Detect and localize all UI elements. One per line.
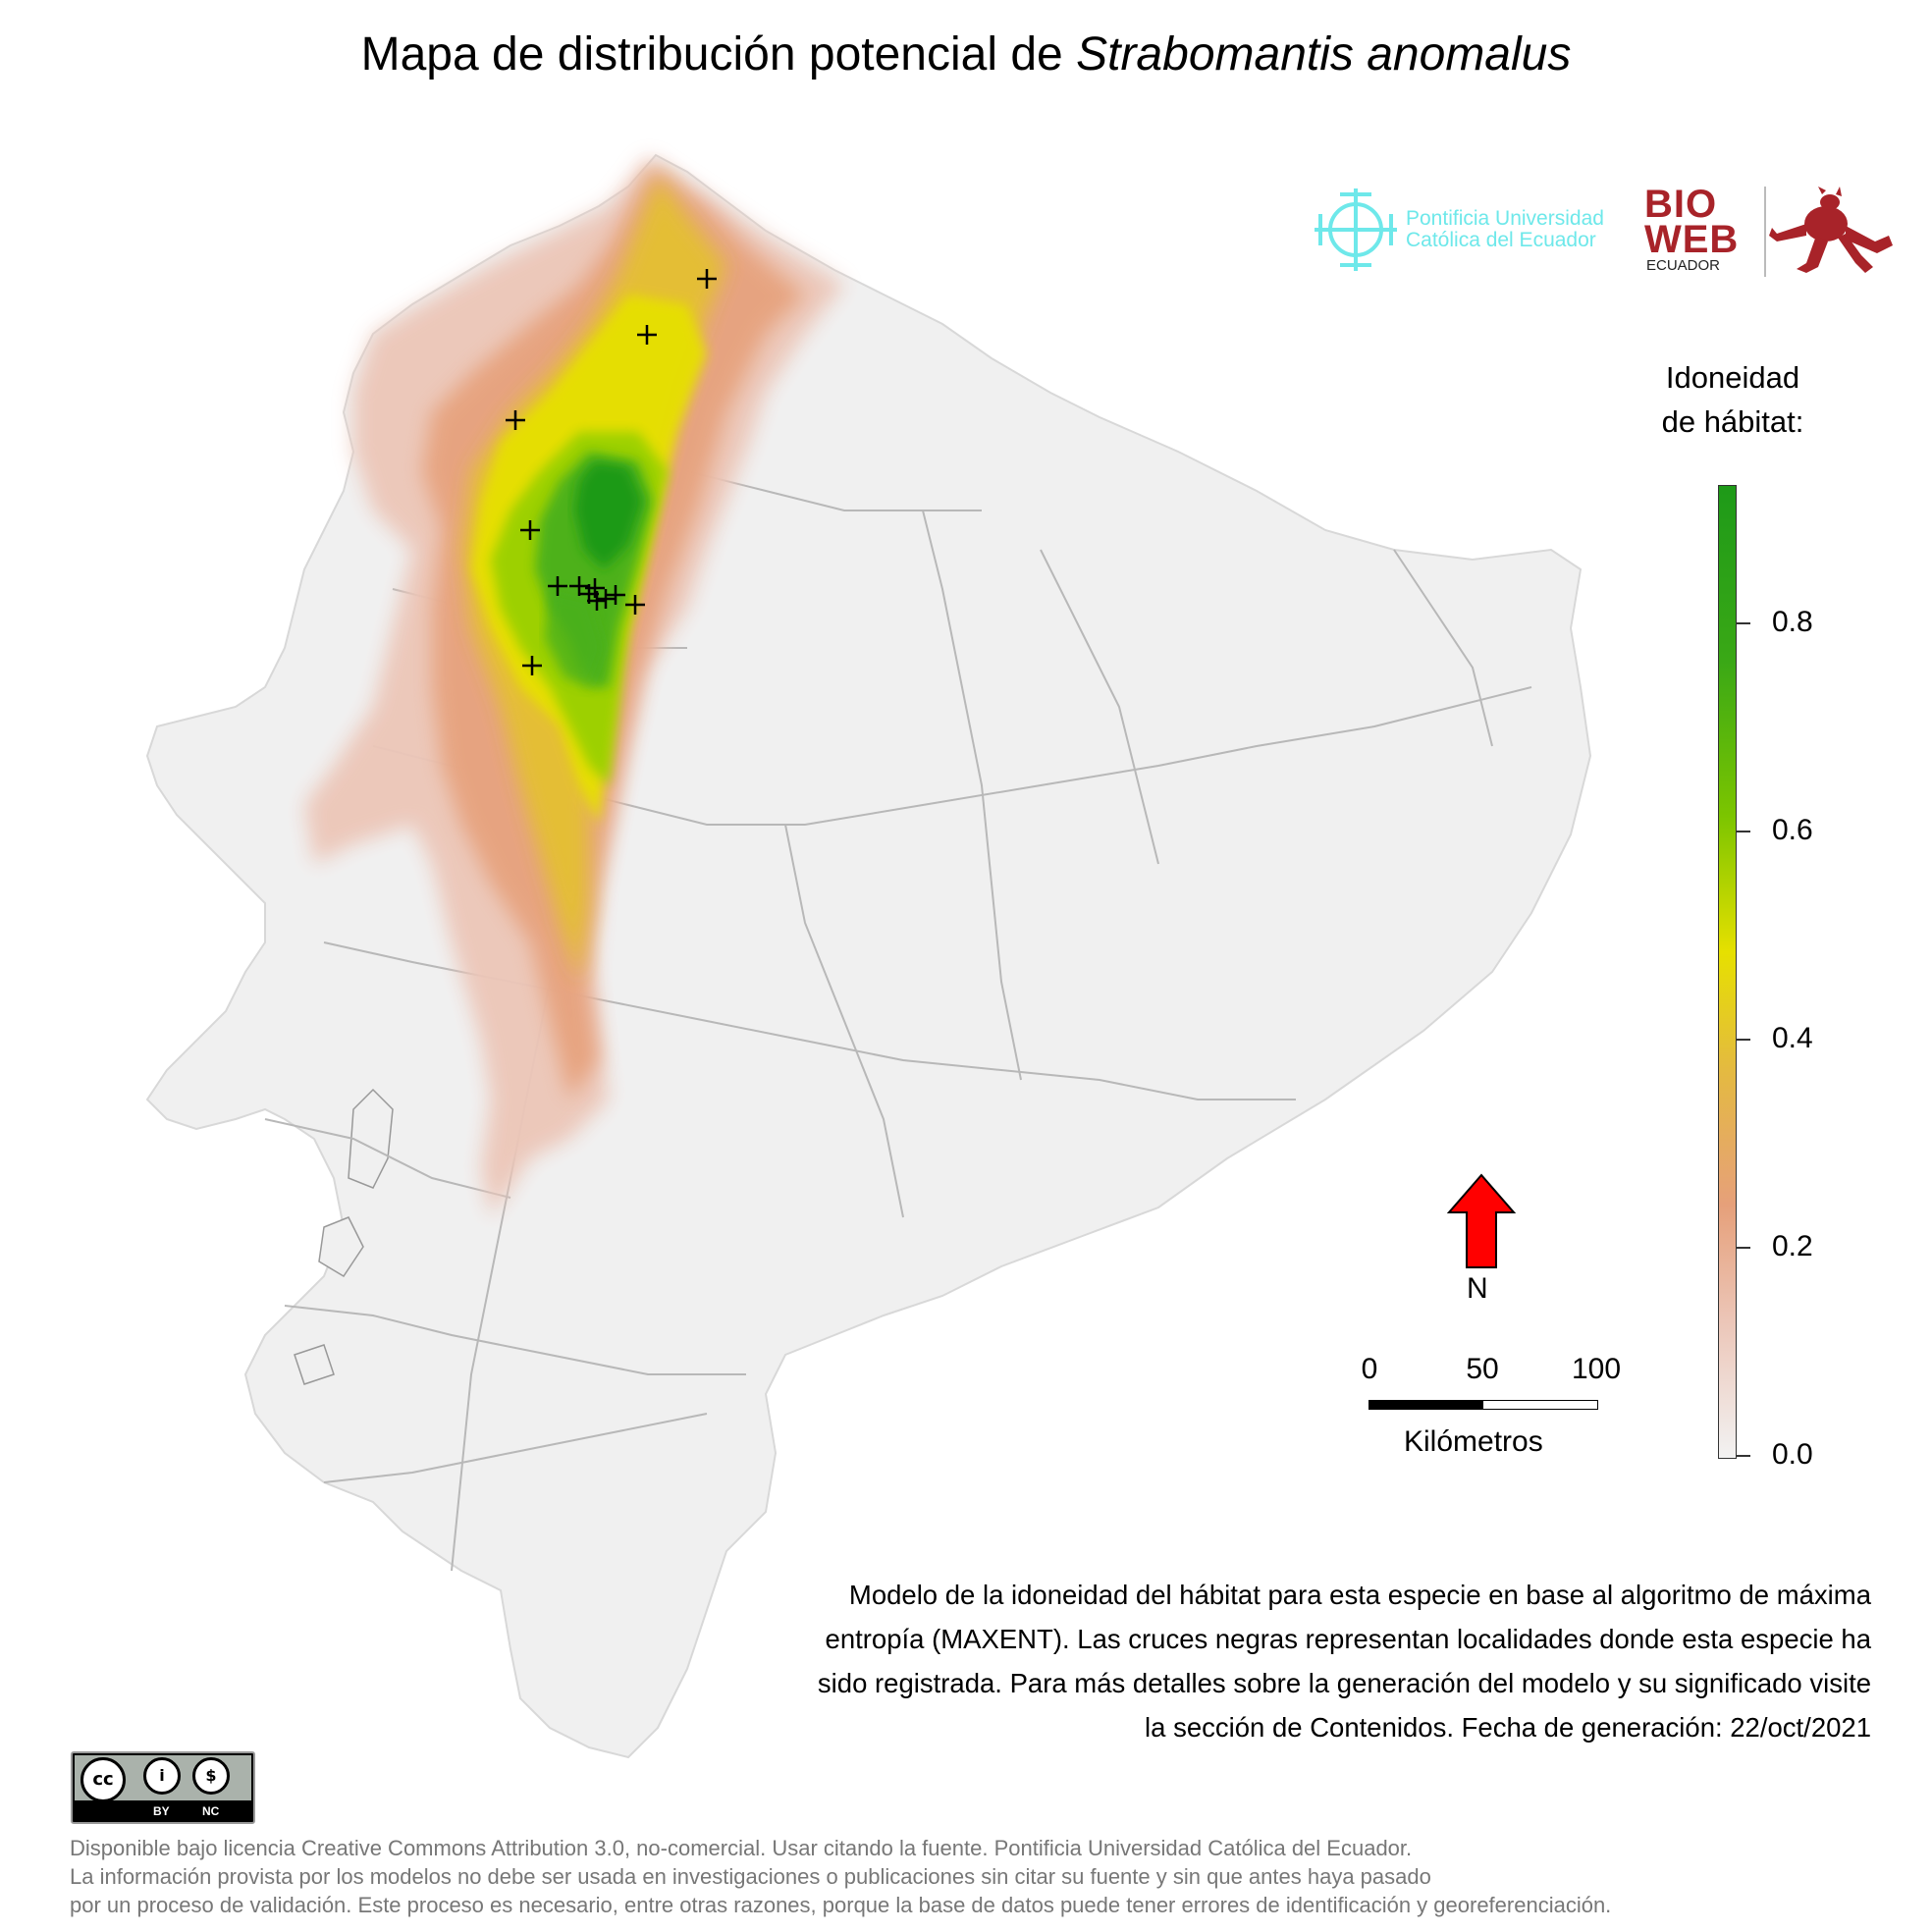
license-line1: Disponible bajo licencia Creative Common… (70, 1836, 1413, 1860)
legend-tick-label: 0.8 (1772, 606, 1813, 638)
occurrence-cross (625, 595, 645, 615)
scale-bar (1368, 1400, 1598, 1410)
puce-line1: Pontificia Universidad (1406, 207, 1604, 230)
frog-icon (1769, 187, 1893, 273)
north-label: N (1467, 1272, 1488, 1305)
legend-tick (1737, 622, 1750, 624)
legend-tick (1737, 1039, 1750, 1041)
bioweb-line2: WEB (1644, 218, 1740, 261)
occurrence-cross (520, 520, 540, 540)
north-arrow-icon (1447, 1173, 1516, 1268)
occurrence-cross (548, 576, 567, 596)
title-prefix: Mapa de distribución potencial de (360, 28, 1077, 80)
legend-colorbar (1718, 485, 1737, 1459)
legend-tick (1737, 1247, 1750, 1249)
scale-bar-fill (1369, 1401, 1483, 1409)
occurrence-cross (506, 410, 525, 430)
occurrence-cross (596, 589, 616, 609)
puce-logo-text: Pontificia Universidad Católica del Ecua… (1406, 208, 1604, 251)
legend-title: Idoneidad de hábitat: (1639, 355, 1826, 444)
occurrence-cross (522, 656, 542, 675)
legend-tick (1737, 1455, 1750, 1457)
occurrence-cross (585, 578, 605, 598)
license-line2: La información provista por los modelos … (70, 1864, 1431, 1889)
map-description: Modelo de la idoneidad del hábitat para … (817, 1580, 1871, 1743)
legend-title-line2: de hábitat: (1661, 404, 1804, 439)
occurrence-cross (587, 591, 607, 611)
bioweb-line1: BIO (1644, 183, 1718, 226)
occurrence-cross (697, 269, 717, 289)
puce-line2: Católica del Ecuador (1406, 229, 1596, 251)
legend-tick-label: 0.2 (1772, 1230, 1813, 1262)
title-species: Strabomantis anomalus (1076, 28, 1572, 80)
by-icon: i (143, 1757, 181, 1795)
license-footer: Disponible bajo licencia Creative Common… (70, 1834, 1611, 1919)
nc-icon: $ (192, 1757, 230, 1795)
bioweb-logo-text: BIO WEB (1644, 183, 1740, 261)
legend-tick-label: 0.0 (1772, 1438, 1813, 1471)
legend-tick-label: 0.6 (1772, 814, 1813, 846)
cc-by-label: BY (153, 1804, 170, 1818)
scale-unit-label: Kilómetros (1404, 1425, 1543, 1458)
legend-tick (1737, 831, 1750, 832)
license-line3: por un proceso de validación. Este proce… (70, 1893, 1612, 1917)
scale-tick-label: 100 (1571, 1353, 1622, 1385)
bioweb-sub: ECUADOR (1646, 257, 1721, 274)
legend-tick-label: 0.4 (1772, 1022, 1813, 1054)
occurrence-cross (637, 325, 657, 345)
occurrence-markers (506, 269, 717, 675)
cc-nc-label: NC (202, 1804, 220, 1818)
scale-tick-label: 50 (1466, 1353, 1499, 1385)
map-title: Mapa de distribución potencial de Strabo… (0, 27, 1932, 81)
coastal-islands (294, 1088, 394, 1385)
logo-divider (1764, 187, 1766, 277)
legend-title-line1: Idoneidad (1665, 360, 1800, 395)
scale-tick-label: 0 (1361, 1353, 1378, 1385)
cc-icon: cc (80, 1757, 126, 1802)
puce-logo-icon (1315, 188, 1397, 271)
occurrence-cross (606, 585, 625, 605)
occurrence-cross (569, 576, 589, 596)
cc-license-badge: cc i $ BY NC (71, 1751, 255, 1824)
